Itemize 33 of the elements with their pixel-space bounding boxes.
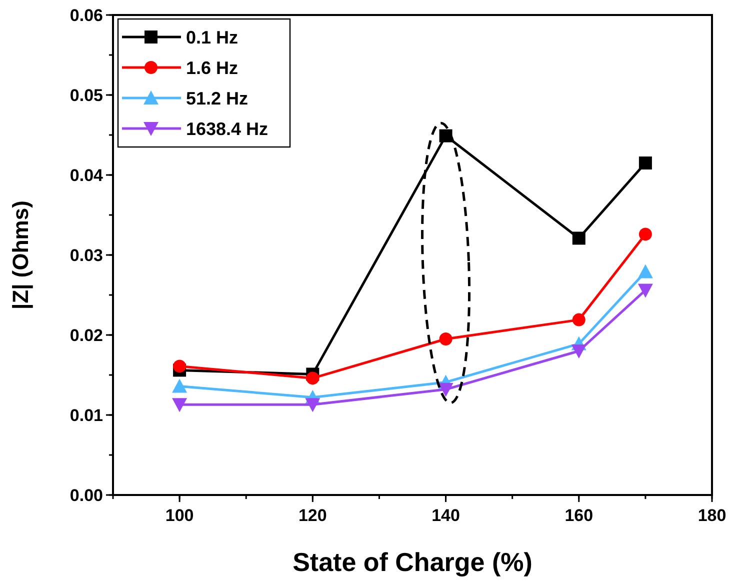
point: [638, 284, 653, 298]
point: [306, 372, 320, 385]
legend-label: 0.1 Hz: [186, 27, 238, 48]
x-axis-title: State of Charge (%): [292, 547, 532, 577]
y-tick-label: 0.00: [70, 486, 103, 505]
point: [173, 360, 186, 373]
point: [172, 398, 188, 412]
y-tick-label: 0.02: [70, 326, 103, 345]
point: [572, 232, 586, 245]
y-tick-label: 0.01: [70, 406, 103, 425]
y-tick-label: 0.03: [70, 246, 103, 265]
y-tick-label: 0.05: [70, 86, 103, 105]
point: [172, 378, 188, 393]
x-tick-label: 120: [298, 506, 327, 525]
legend-label: 51.2 Hz: [186, 88, 248, 108]
point: [439, 129, 452, 142]
legend-label: 1638.4 Hz: [186, 118, 268, 139]
y-tick-label: 0.06: [70, 6, 103, 25]
legend-label: 1.6 Hz: [186, 58, 238, 78]
point: [439, 332, 452, 346]
point: [638, 228, 652, 241]
point: [572, 313, 586, 326]
point: [638, 156, 652, 170]
x-tick-label: 160: [564, 506, 594, 525]
point: [638, 264, 653, 278]
point: [571, 344, 586, 358]
point: [438, 382, 454, 397]
y-axis-title: |Z| (Ohms): [8, 200, 33, 310]
point: [305, 398, 320, 412]
x-tick-label: 140: [432, 506, 460, 525]
x-tick-label: 100: [165, 506, 194, 525]
y-tick-label: 0.04: [70, 166, 104, 185]
x-tick-label: 180: [698, 506, 726, 525]
